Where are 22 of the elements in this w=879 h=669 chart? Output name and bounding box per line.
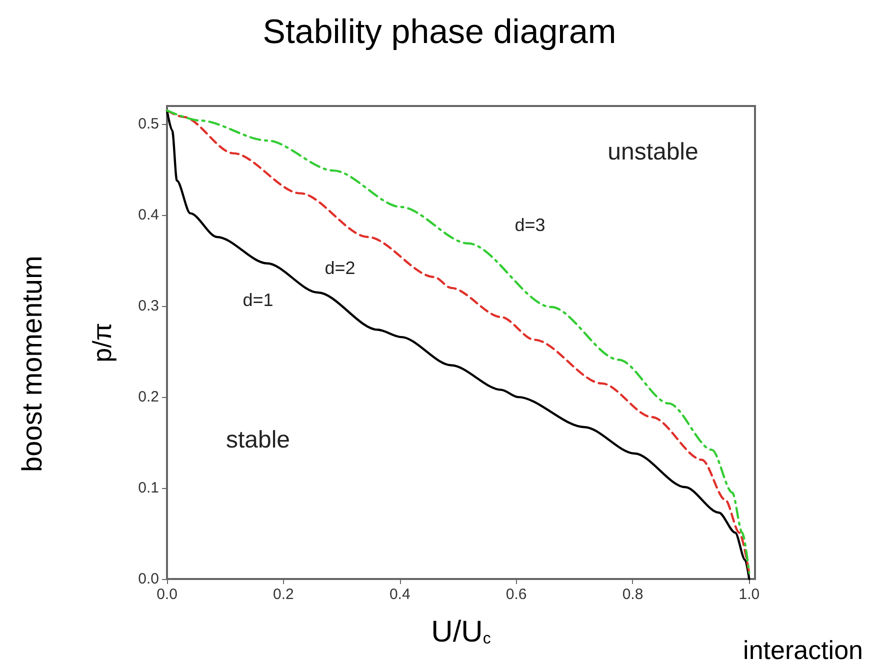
x-tick-label: 1.0 xyxy=(738,586,760,603)
text: interaction xyxy=(743,635,864,665)
x-tick-label: 0.6 xyxy=(506,586,527,603)
x-tick-label: 0.8 xyxy=(622,586,644,603)
annotation: stable xyxy=(226,426,290,454)
y-tick-label: 0.3 xyxy=(138,298,159,315)
annotation: d=1 xyxy=(242,290,274,310)
x-tick-label: 0.4 xyxy=(389,586,410,603)
annotation: unstable xyxy=(608,138,698,166)
annotation: d=2 xyxy=(324,258,356,278)
y-tick-label: 0.0 xyxy=(138,570,159,588)
x-axis-title: U/Uc xyxy=(431,616,491,648)
x-tick-label: 0.2 xyxy=(273,586,294,603)
y-tick-label: 0.4 xyxy=(138,206,159,224)
annotation: d=3 xyxy=(514,215,546,235)
y-tick-label: 0.1 xyxy=(138,480,159,497)
y-tick-label: 0.5 xyxy=(138,116,159,133)
chart-title: Stability phase diagram xyxy=(262,13,616,51)
x-tick-label: 0.0 xyxy=(156,586,178,603)
y-tick-label: 0.2 xyxy=(138,388,159,406)
y-axis-title: p/π xyxy=(87,322,117,362)
text: boost momentum xyxy=(16,256,48,472)
